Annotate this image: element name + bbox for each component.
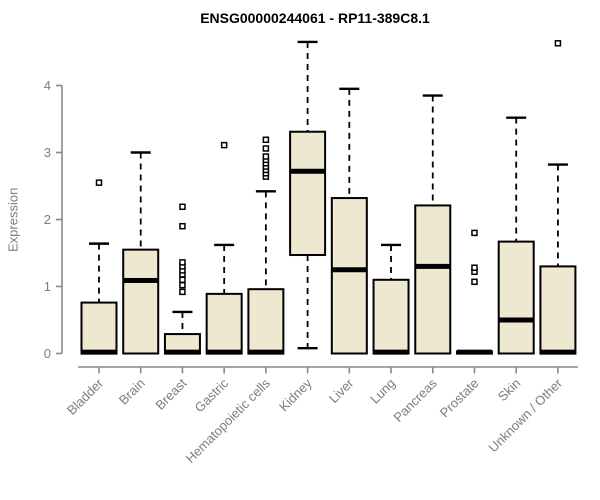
iqr-box xyxy=(539,265,577,355)
outlier-point xyxy=(554,40,562,47)
outlier-point xyxy=(179,222,186,230)
y-tick-label: 1 xyxy=(44,279,51,294)
outlier-point xyxy=(179,281,186,289)
outlier-point xyxy=(179,288,186,296)
median-line xyxy=(456,349,492,355)
iqr-box xyxy=(497,240,535,355)
median-line xyxy=(81,349,117,355)
x-tick-label: Skin xyxy=(495,376,523,404)
outlier-point xyxy=(179,276,186,284)
iqr-box xyxy=(122,248,160,355)
median-line xyxy=(331,267,367,273)
median-line xyxy=(164,349,200,355)
median-line xyxy=(498,317,534,323)
median-line xyxy=(373,349,409,355)
median-line xyxy=(206,349,242,355)
outlier-point xyxy=(262,136,270,144)
outlier-point xyxy=(471,264,478,271)
iqr-box xyxy=(372,278,410,355)
iqr-box xyxy=(289,130,327,257)
x-tick-label: Kidney xyxy=(276,375,315,414)
iqr-box xyxy=(414,204,452,355)
x-tick-label: Gastric xyxy=(192,375,232,415)
iqr-box xyxy=(80,301,118,355)
median-line xyxy=(290,168,326,174)
x-tick-label: Unknown / Other xyxy=(485,375,565,455)
x-tick-label: Breast xyxy=(152,375,189,412)
outlier-point xyxy=(471,278,478,286)
x-tick-label: Pancreas xyxy=(390,375,440,425)
y-tick-label: 0 xyxy=(44,346,51,361)
y-tick-label: 2 xyxy=(44,212,51,227)
iqr-box xyxy=(205,292,243,355)
outlier-point xyxy=(471,229,478,237)
outlier-point xyxy=(220,141,228,149)
outlier-point xyxy=(262,153,270,160)
x-tick-label: Prostate xyxy=(437,376,482,421)
chart-title: ENSG00000244061 - RP11-389C8.1 xyxy=(200,10,430,26)
y-tick-label: 4 xyxy=(44,78,51,93)
y-tick-label: 3 xyxy=(44,145,51,160)
median-line xyxy=(123,277,159,283)
median-line xyxy=(248,349,284,355)
outlier-point xyxy=(95,179,103,186)
median-line xyxy=(540,349,576,355)
x-tick-label: Brain xyxy=(116,376,148,408)
x-tick-label: Lung xyxy=(367,376,398,407)
outlier-point xyxy=(179,203,186,211)
iqr-box xyxy=(247,288,285,355)
outlier-point xyxy=(262,145,270,152)
outlier-point xyxy=(179,259,186,266)
iqr-box xyxy=(330,197,368,355)
x-tick-label: Liver xyxy=(326,375,357,406)
x-tick-label: Bladder xyxy=(64,375,107,418)
median-line xyxy=(415,263,451,269)
